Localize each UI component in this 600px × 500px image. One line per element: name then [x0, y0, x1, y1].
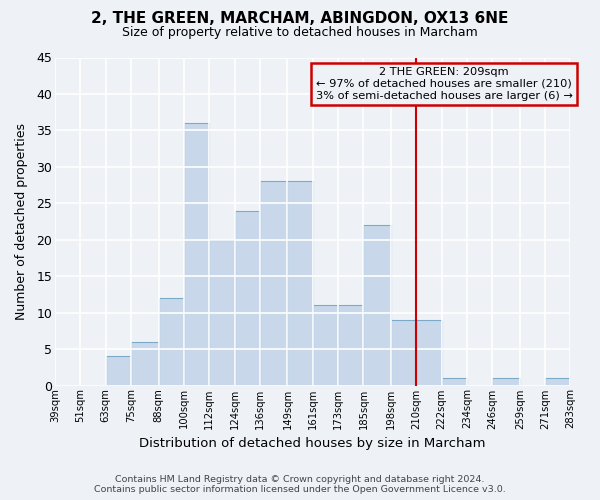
Bar: [287, 182, 313, 386]
Bar: [442, 378, 467, 386]
Bar: [338, 306, 364, 386]
Text: 2 THE GREEN: 209sqm
← 97% of detached houses are smaller (210)
3% of semi-detach: 2 THE GREEN: 209sqm ← 97% of detached ho…: [316, 68, 572, 100]
Bar: [131, 342, 158, 386]
Y-axis label: Number of detached properties: Number of detached properties: [15, 123, 28, 320]
Bar: [158, 298, 184, 386]
Bar: [260, 182, 287, 386]
Bar: [313, 306, 338, 386]
Bar: [545, 378, 571, 386]
Bar: [493, 378, 520, 386]
Bar: [416, 320, 442, 386]
Bar: [209, 240, 235, 386]
Text: 2, THE GREEN, MARCHAM, ABINGDON, OX13 6NE: 2, THE GREEN, MARCHAM, ABINGDON, OX13 6N…: [91, 11, 509, 26]
Text: Size of property relative to detached houses in Marcham: Size of property relative to detached ho…: [122, 26, 478, 39]
Bar: [106, 356, 131, 386]
Bar: [184, 123, 209, 386]
X-axis label: Distribution of detached houses by size in Marcham: Distribution of detached houses by size …: [139, 437, 486, 450]
Text: Contains HM Land Registry data © Crown copyright and database right 2024.
Contai: Contains HM Land Registry data © Crown c…: [94, 474, 506, 494]
Bar: [364, 225, 391, 386]
Bar: [235, 210, 260, 386]
Bar: [391, 320, 416, 386]
